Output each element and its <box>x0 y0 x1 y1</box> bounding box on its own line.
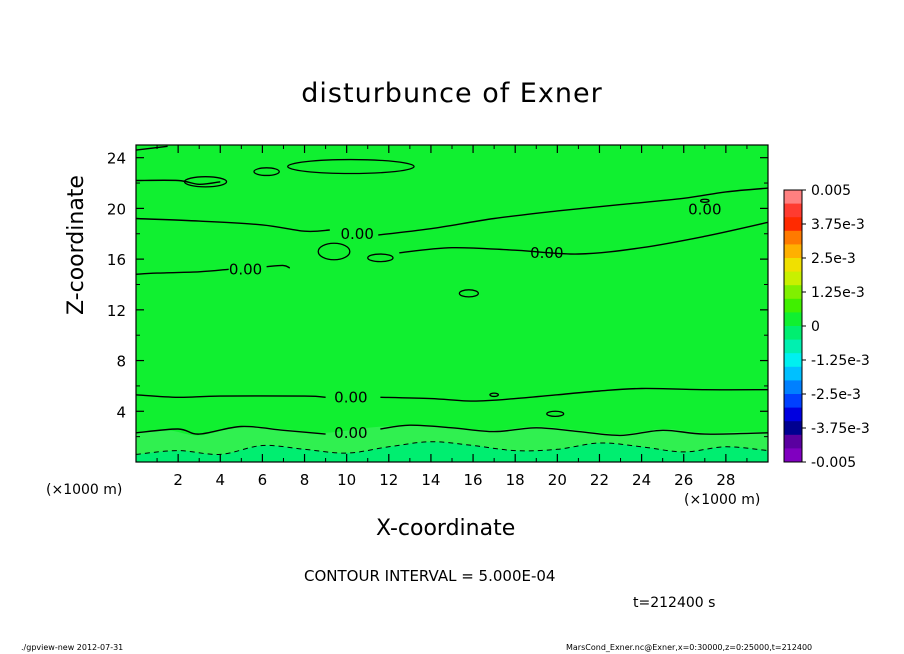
plot-area: 0.00 0.00 0.00 0.00 0.00 0.00 <box>135 144 769 463</box>
colorbar-segment-13 <box>784 366 802 381</box>
contour-line-6 <box>266 264 291 269</box>
colorbar-label-2: 2.5e-3 <box>811 251 856 267</box>
x-tick-label-8: 18 <box>506 471 525 489</box>
x-tick-label-7: 16 <box>464 471 483 489</box>
colorbar-segment-7 <box>784 285 802 300</box>
colorbar-segment-3 <box>784 230 802 245</box>
footer-left: ./gpview-new 2012-07-31 <box>21 643 124 652</box>
contour-label-5: 0.00 <box>334 424 367 442</box>
colorbar-segment-4 <box>784 244 802 259</box>
colorbar-segment-0 <box>784 190 802 205</box>
contour-interval-text: CONTOUR INTERVAL = 5.000E-04 <box>304 567 556 585</box>
contour-label-0: 0.00 <box>340 225 373 243</box>
field-group <box>136 145 768 462</box>
colorbar-segment-16 <box>784 407 802 422</box>
colorbar-label-3: 1.25e-3 <box>811 285 865 301</box>
x-axis-label: X-coordinate <box>376 516 516 541</box>
contour-line-8 <box>380 387 768 402</box>
contour-line-1 <box>136 179 221 186</box>
x-tick-label-12: 26 <box>674 471 693 489</box>
x-tick-label-11: 24 <box>632 471 651 489</box>
colorbar-label-1: 3.75e-3 <box>811 217 865 233</box>
contour-label-3: 0.00 <box>688 201 721 219</box>
colorbar-segment-12 <box>784 353 802 368</box>
x-tick-label-9: 20 <box>548 471 567 489</box>
x-tick-label-4: 10 <box>337 471 356 489</box>
contour-label-4: 0.00 <box>334 388 367 406</box>
colorbar: 0.005 3.75e-3 2.5e-3 1.25e-3 0 -1.25e-3 -2.5e-… <box>783 183 870 471</box>
x-tick-label-3: 8 <box>300 471 310 489</box>
x-tick-label-0: 2 <box>173 471 183 489</box>
contour-island-2 <box>287 158 415 175</box>
x-unit-left: (×1000 m) <box>46 482 123 498</box>
contour-island-6 <box>489 392 499 398</box>
contour-line-0 <box>136 145 168 151</box>
y-tick-label-1: 8 <box>116 353 126 371</box>
contour-line-9 <box>136 425 326 435</box>
contour-island-7 <box>546 410 565 418</box>
contour-dashed-line <box>136 441 768 455</box>
x-tick-label-10: 22 <box>590 471 609 489</box>
colorbar-segment-9 <box>784 312 802 327</box>
x-unit-right: (×1000 m) <box>684 492 761 508</box>
colorbar-segment-10 <box>784 326 802 341</box>
contour-line-5 <box>136 268 229 275</box>
colorbar-segment-6 <box>784 271 802 286</box>
colorbar-label-7: -3.75e-3 <box>811 421 870 437</box>
colorbar-segment-11 <box>784 339 802 354</box>
contour-label-1: 0.00 <box>530 244 563 262</box>
colorbar-segment-2 <box>784 217 802 232</box>
time-text: t=212400 s <box>633 595 716 611</box>
y-tick-label-0: 4 <box>116 403 126 421</box>
colorbar-segment-5 <box>784 258 802 273</box>
y-tick-label-3: 16 <box>107 251 126 269</box>
colorbar-label-4: 0 <box>811 319 820 335</box>
colorbar-segment-17 <box>784 421 802 436</box>
colorbar-segment-15 <box>784 394 802 409</box>
footer-right: MarsCond_Exner.nc@Exner,x=0:30000,z=0:25… <box>566 643 813 652</box>
colorbar-segment-14 <box>784 380 802 395</box>
contour-line-4 <box>399 221 768 255</box>
contour-island-4 <box>367 253 394 263</box>
x-tick-label-2: 6 <box>258 471 268 489</box>
contour-line-3 <box>378 187 768 236</box>
y-tick-label-2: 12 <box>107 302 126 320</box>
y-tick-label-4: 20 <box>107 200 126 218</box>
x-tick-label-5: 12 <box>379 471 398 489</box>
contour-line-7 <box>136 394 326 399</box>
field-background <box>136 145 768 462</box>
contour-island-3 <box>317 242 351 261</box>
colorbar-label-0: 0.005 <box>811 183 851 199</box>
colorbar-label-8: -0.005 <box>811 455 856 471</box>
x-tick-label-6: 14 <box>421 471 440 489</box>
colorbar-segment-19 <box>784 448 802 463</box>
contour-line-2 <box>136 217 330 233</box>
x-tick-label-1: 4 <box>215 471 225 489</box>
contour-line-10 <box>380 424 768 437</box>
colorbar-segment-18 <box>784 434 802 449</box>
y-tick-label-5: 24 <box>107 150 126 168</box>
field-band-low <box>136 441 768 462</box>
colorbar-segment-1 <box>784 203 802 218</box>
contour-island-0 <box>183 176 228 188</box>
chart-title: disturbunce of Exner <box>301 78 603 109</box>
contour-island-5 <box>458 289 479 298</box>
contour-island-1 <box>253 167 280 177</box>
colorbar-label-6: -2.5e-3 <box>811 387 861 403</box>
colorbar-label-5: -1.25e-3 <box>811 353 870 369</box>
colorbar-segment-8 <box>784 298 802 313</box>
contour-label-2: 0.00 <box>229 260 262 278</box>
contour-island-8 <box>699 198 710 203</box>
x-tick-label-13: 28 <box>716 471 735 489</box>
